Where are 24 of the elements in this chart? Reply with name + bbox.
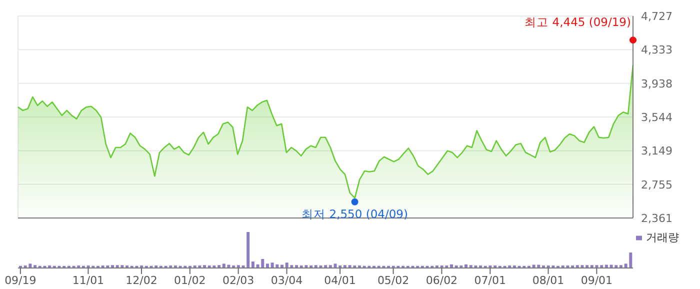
y-tick-label: 4,727 <box>641 10 672 23</box>
x-tick-label: 11/01 <box>72 274 104 287</box>
x-tick-label: 03/04 <box>270 274 303 287</box>
x-tick-label: 09/01 <box>580 274 613 287</box>
annotation: 최저 2,550 (04/09) <box>302 206 408 221</box>
x-tick-label: 06/02 <box>426 274 458 287</box>
y-tick-label: 3,544 <box>641 110 672 124</box>
x-tick-label: 05/02 <box>377 274 410 287</box>
legend-label: 거래량 <box>646 231 679 244</box>
bar <box>251 262 254 268</box>
y-tick-label: 2,361 <box>641 212 672 225</box>
x-tick-label: 09/19 <box>4 274 36 287</box>
x-tick-label: 02/03 <box>222 274 254 287</box>
x-tick-label: 08/01 <box>532 274 564 287</box>
y-tick-label: 3,938 <box>641 77 672 90</box>
annotation: 최고 4,445 (09/19) <box>524 15 631 30</box>
y-tick-label: 3,149 <box>641 144 672 158</box>
x-tick-label: 04/01 <box>324 274 356 287</box>
x-tick-label: 01/02 <box>174 274 206 287</box>
x-tick-label: 07/01 <box>474 274 506 287</box>
x-tick-label: 12/02 <box>126 274 158 287</box>
y-tick-label: 4,333 <box>641 44 672 57</box>
bar <box>266 264 269 268</box>
y-tick-label: 2,755 <box>641 178 672 192</box>
